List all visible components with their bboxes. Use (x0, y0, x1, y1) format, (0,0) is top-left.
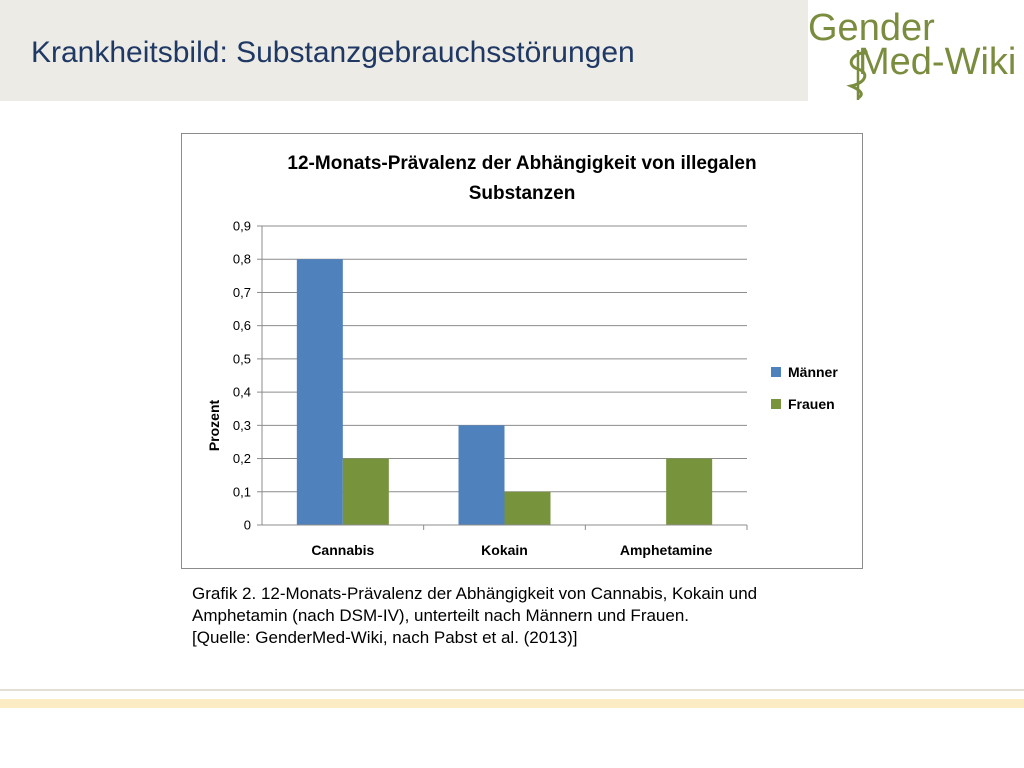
x-category-label: Amphetamine (620, 542, 713, 558)
bar-cannabis-maenner (296, 259, 343, 525)
caduceus-icon (846, 49, 868, 100)
legend-label-frauen: Frauen (788, 396, 835, 412)
bar-cannabis-frauen (342, 458, 389, 525)
gendermed-wiki-logo: Gender Med-Wiki (808, 0, 1024, 101)
chart-title-line-1: 12-Monats-Prävalenz der Abhängigkeit von… (287, 153, 756, 174)
y-tick-label: 0,3 (233, 418, 251, 433)
caption-line-2: Amphetamin (nach DSM-IV), unterteilt nac… (192, 606, 690, 625)
y-tick-label: 0,9 (233, 219, 251, 234)
y-tick-label: 0 (244, 518, 251, 533)
y-tick-label: 0,8 (233, 252, 251, 267)
chart-title-line-2: Substanzen (469, 183, 576, 204)
caption-line-1: Grafik 2. 12-Monats-Prävalenz der Abhäng… (192, 584, 758, 603)
caption-line-3: [Quelle: GenderMed-Wiki, nach Pabst et a… (192, 628, 578, 647)
y-tick-label: 0,4 (233, 385, 251, 400)
figure-caption: Grafik 2. 12-Monats-Prävalenz der Abhäng… (192, 583, 872, 649)
bar-chart: 0 0,1 0,2 0,3 0,4 0,5 0,6 0,7 0,8 0,9 Cannabis Koka… (206, 153, 838, 558)
logo-text-gender: Gender (808, 7, 935, 49)
chart-frame: 0 0,1 0,2 0,3 0,4 0,5 0,6 0,7 0,8 0,9 Cannabis Koka… (181, 133, 863, 569)
bar-amphetamine-frauen (666, 458, 713, 525)
logo-text-med-wiki: Med-Wiki (858, 41, 1016, 83)
y-tick-label: 0,5 (233, 351, 251, 366)
slide-title: Krankheitsbild: Substanzgebrauchsstörung… (31, 36, 635, 69)
y-tick-label: 0,1 (233, 484, 251, 499)
legend-swatch-maenner (771, 367, 781, 377)
y-tick-label: 0,2 (233, 451, 251, 466)
y-tick-label: 0,7 (233, 285, 251, 300)
y-tick-label: 0,6 (233, 318, 251, 333)
x-category-label: Cannabis (311, 542, 374, 558)
bar-kokain-frauen (504, 491, 551, 525)
title-band: Krankheitsbild: Substanzgebrauchsstörung… (0, 0, 808, 101)
y-axis-label: Prozent (206, 399, 222, 451)
bar-kokain-maenner (458, 425, 505, 525)
legend-swatch-frauen (771, 399, 781, 409)
footer-rule-gray (0, 689, 1024, 691)
footer-rule-beige (0, 699, 1024, 708)
x-category-label: Kokain (481, 542, 528, 558)
legend-label-maenner: Männer (788, 364, 838, 380)
